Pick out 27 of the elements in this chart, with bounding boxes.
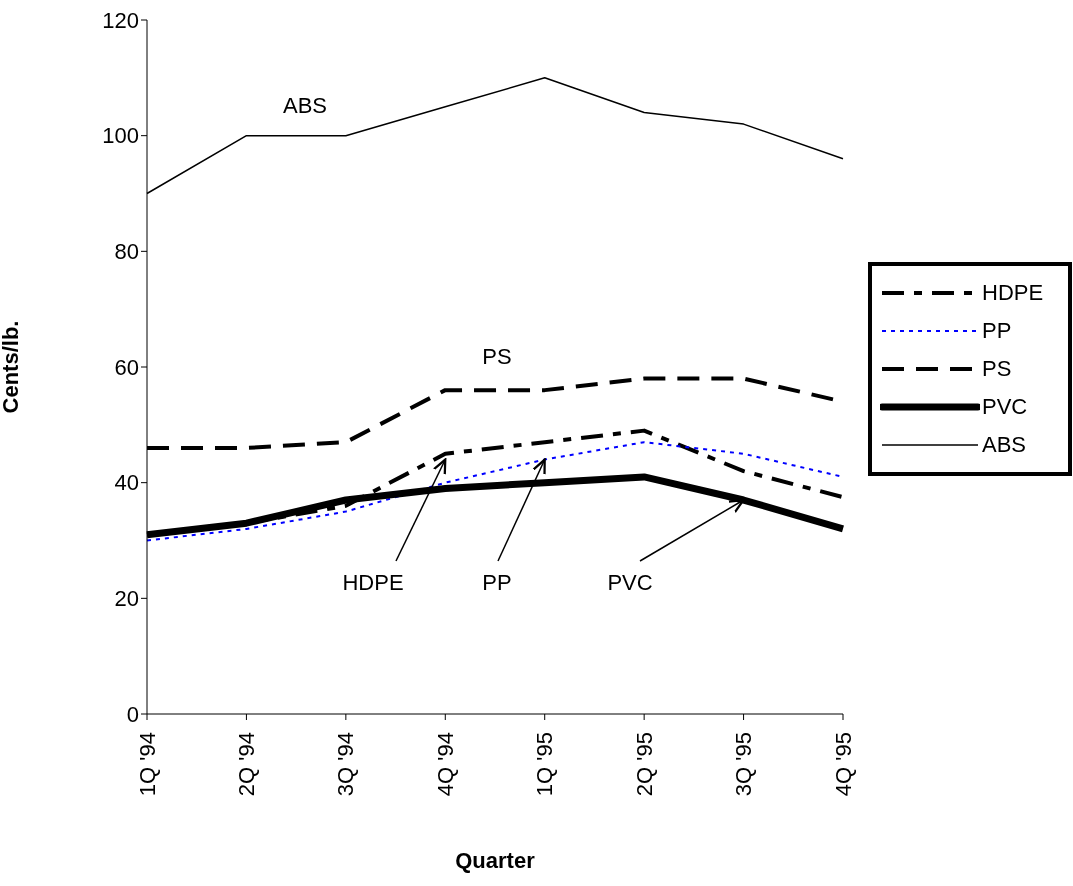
x-tick-label: 1Q '95	[532, 732, 558, 797]
y-tick-label: 100	[102, 123, 139, 149]
annotation: PVC	[607, 570, 653, 595]
y-tick-label: 60	[114, 354, 139, 380]
y-tick-label: 20	[114, 586, 139, 612]
x-tick-label: 3Q '94	[333, 732, 359, 797]
x-tick-label: 1Q '94	[134, 732, 160, 797]
legend-label: PVC	[982, 394, 1028, 420]
annotation: PP	[482, 570, 512, 595]
y-tick-label: 120	[102, 7, 139, 33]
y-axis-title: Cents/lb.	[0, 320, 23, 414]
x-tick-label: 2Q '94	[233, 732, 259, 797]
y-tick-label: 40	[114, 470, 139, 496]
annotation: ABS	[282, 93, 328, 118]
legend-label: HDPE	[982, 280, 1044, 306]
y-tick-label: 80	[114, 239, 139, 265]
annotation: PS	[482, 344, 512, 369]
x-tick-label: 2Q '95	[631, 732, 657, 797]
y-tick-label: 0	[126, 701, 139, 727]
annotation: HDPE	[342, 570, 404, 595]
x-tick-label: 4Q '95	[830, 732, 856, 797]
x-axis-title: Quarter	[455, 848, 536, 873]
legend-label: PP	[982, 318, 1012, 344]
x-tick-label: 3Q '95	[731, 732, 757, 797]
x-tick-label: 4Q '94	[432, 732, 458, 797]
legend-label: ABS	[982, 432, 1027, 458]
legend-label: PS	[982, 356, 1012, 382]
